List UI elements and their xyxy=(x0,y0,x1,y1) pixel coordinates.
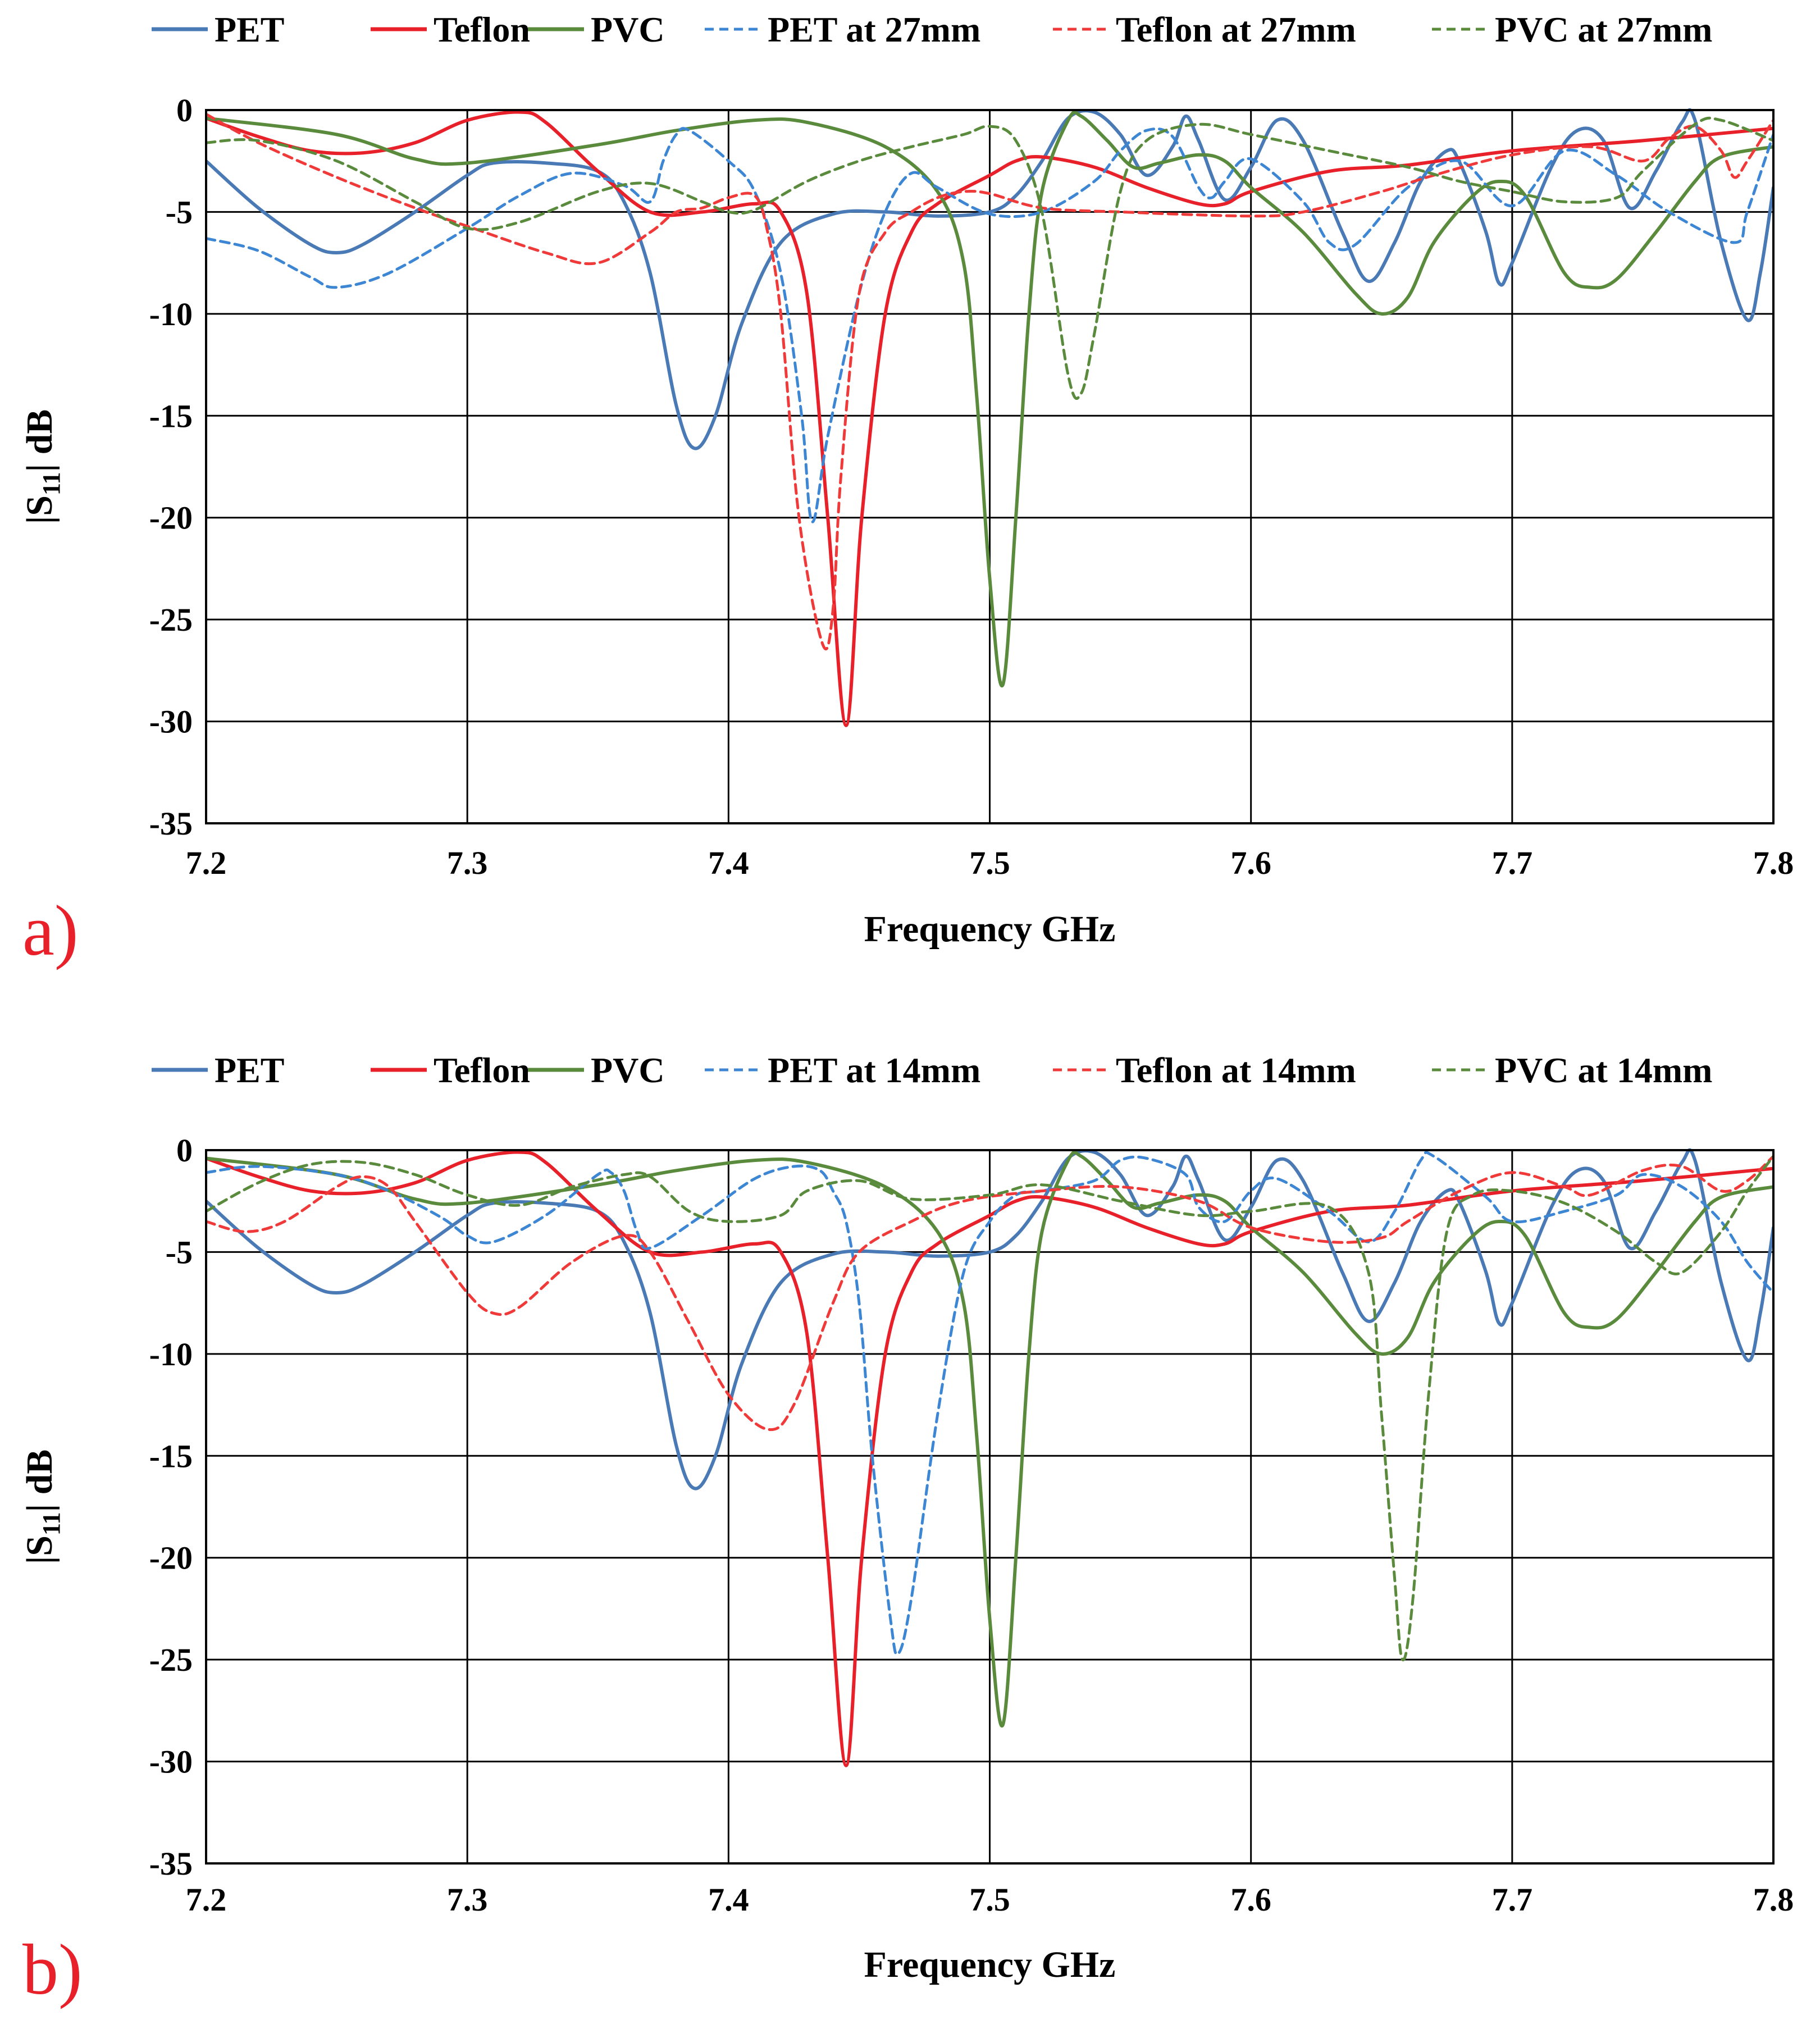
series-line-teflon xyxy=(205,1150,1775,1767)
x-tick-label: 7.4 xyxy=(708,845,749,881)
x-tick-label: 7.3 xyxy=(447,1881,488,1918)
x-tick-label: 7.8 xyxy=(1753,845,1794,881)
legend-label: PVC xyxy=(591,10,665,49)
y-tick-label: -10 xyxy=(149,1336,193,1373)
panel-label: a) xyxy=(22,891,78,970)
series-line-pvc-at-14mm xyxy=(205,1155,1775,1662)
x-axis-title: Frequency GHz xyxy=(864,1944,1116,1985)
legend: PET Teflon PVC PET at 27mm Teflon at 27mm PVC… xyxy=(152,10,1712,49)
y-tick-label: 0 xyxy=(176,92,193,129)
series-line-teflon-at-14mm xyxy=(205,1155,1775,1432)
x-tick-label: 7.5 xyxy=(969,1881,1010,1918)
x-tick-label: 7.7 xyxy=(1492,845,1533,881)
series-line-pet-at-27mm xyxy=(205,127,1775,523)
series-line-pvc-at-27mm xyxy=(205,116,1775,400)
y-tick-label: -20 xyxy=(149,500,193,536)
x-tick-label: 7.2 xyxy=(186,845,227,881)
x-tick-label: 7.8 xyxy=(1753,1881,1794,1918)
panel-label: b) xyxy=(22,1930,83,2009)
x-tick-label: 7.2 xyxy=(186,1881,227,1918)
chart-panel-1: 0 -5 -10 -15 -20 -25 -30 -357.2 7.3 7.4 7.5 7.6 7.7 7… xyxy=(19,10,1794,970)
legend-label: PVC at 27mm xyxy=(1495,10,1712,49)
plot-border xyxy=(205,109,1775,824)
y-axis-title-main: |S xyxy=(19,495,60,524)
y-tick-label: -25 xyxy=(149,601,193,638)
legend-label: PET xyxy=(215,1050,284,1090)
series-line-pvc xyxy=(205,1150,1775,1728)
y-tick-label: -5 xyxy=(166,194,193,230)
y-tick-label: -5 xyxy=(166,1234,193,1270)
legend-label: PVC xyxy=(591,1050,665,1090)
y-tick-label: -15 xyxy=(149,398,193,434)
legend-label: PET at 27mm xyxy=(768,10,980,49)
plot-border xyxy=(205,1149,1775,1865)
legend-label: Teflon xyxy=(434,10,530,49)
legend-label: PET xyxy=(215,10,284,49)
series-line-pvc xyxy=(205,110,1775,688)
y-tick-label: -10 xyxy=(149,296,193,332)
y-tick-label: -25 xyxy=(149,1642,193,1678)
y-axis-title-sub: 11 xyxy=(38,1512,65,1535)
x-tick-label: 7.3 xyxy=(447,845,488,881)
legend-label: PET at 14mm xyxy=(768,1050,980,1090)
y-axis-title: |S11| dB xyxy=(19,409,65,525)
series-line-teflon-at-27mm xyxy=(205,112,1775,650)
x-tick-label: 7.7 xyxy=(1492,1881,1533,1918)
series-line-pet-at-14mm xyxy=(205,1151,1775,1656)
y-axis-title-main: |S xyxy=(19,1535,60,1564)
y-tick-label: 0 xyxy=(176,1132,193,1169)
legend-label: Teflon at 27mm xyxy=(1116,10,1356,49)
y-tick-label: -15 xyxy=(149,1438,193,1474)
y-tick-label: -35 xyxy=(149,805,193,842)
y-axis-title: |S11| dB xyxy=(19,1449,65,1565)
legend-label: Teflon at 14mm xyxy=(1116,1050,1356,1090)
y-axis-title-sub: 11 xyxy=(38,472,65,495)
chart-panel-2: 0 -5 -10 -15 -20 -25 -30 -357.2 7.3 7.4 7.5 7.6 7.7 7… xyxy=(19,1050,1794,2009)
y-axis-title-tail: | dB xyxy=(19,409,60,472)
x-tick-label: 7.6 xyxy=(1230,1881,1271,1918)
x-tick-label: 7.5 xyxy=(969,845,1010,881)
legend: PET Teflon PVC PET at 14mm Teflon at 14mm PVC… xyxy=(152,1050,1712,1090)
legend-label: PVC at 14mm xyxy=(1495,1050,1712,1090)
y-axis-title-tail: | dB xyxy=(19,1449,60,1512)
legend-label: Teflon xyxy=(434,1050,530,1090)
y-tick-label: -20 xyxy=(149,1540,193,1576)
y-tick-label: -30 xyxy=(149,704,193,740)
series-line-teflon xyxy=(205,110,1775,727)
x-tick-label: 7.6 xyxy=(1230,845,1271,881)
x-axis-title: Frequency GHz xyxy=(864,909,1116,950)
x-tick-label: 7.4 xyxy=(708,1881,749,1918)
y-tick-label: -30 xyxy=(149,1744,193,1780)
y-tick-label: -35 xyxy=(149,1845,193,1882)
